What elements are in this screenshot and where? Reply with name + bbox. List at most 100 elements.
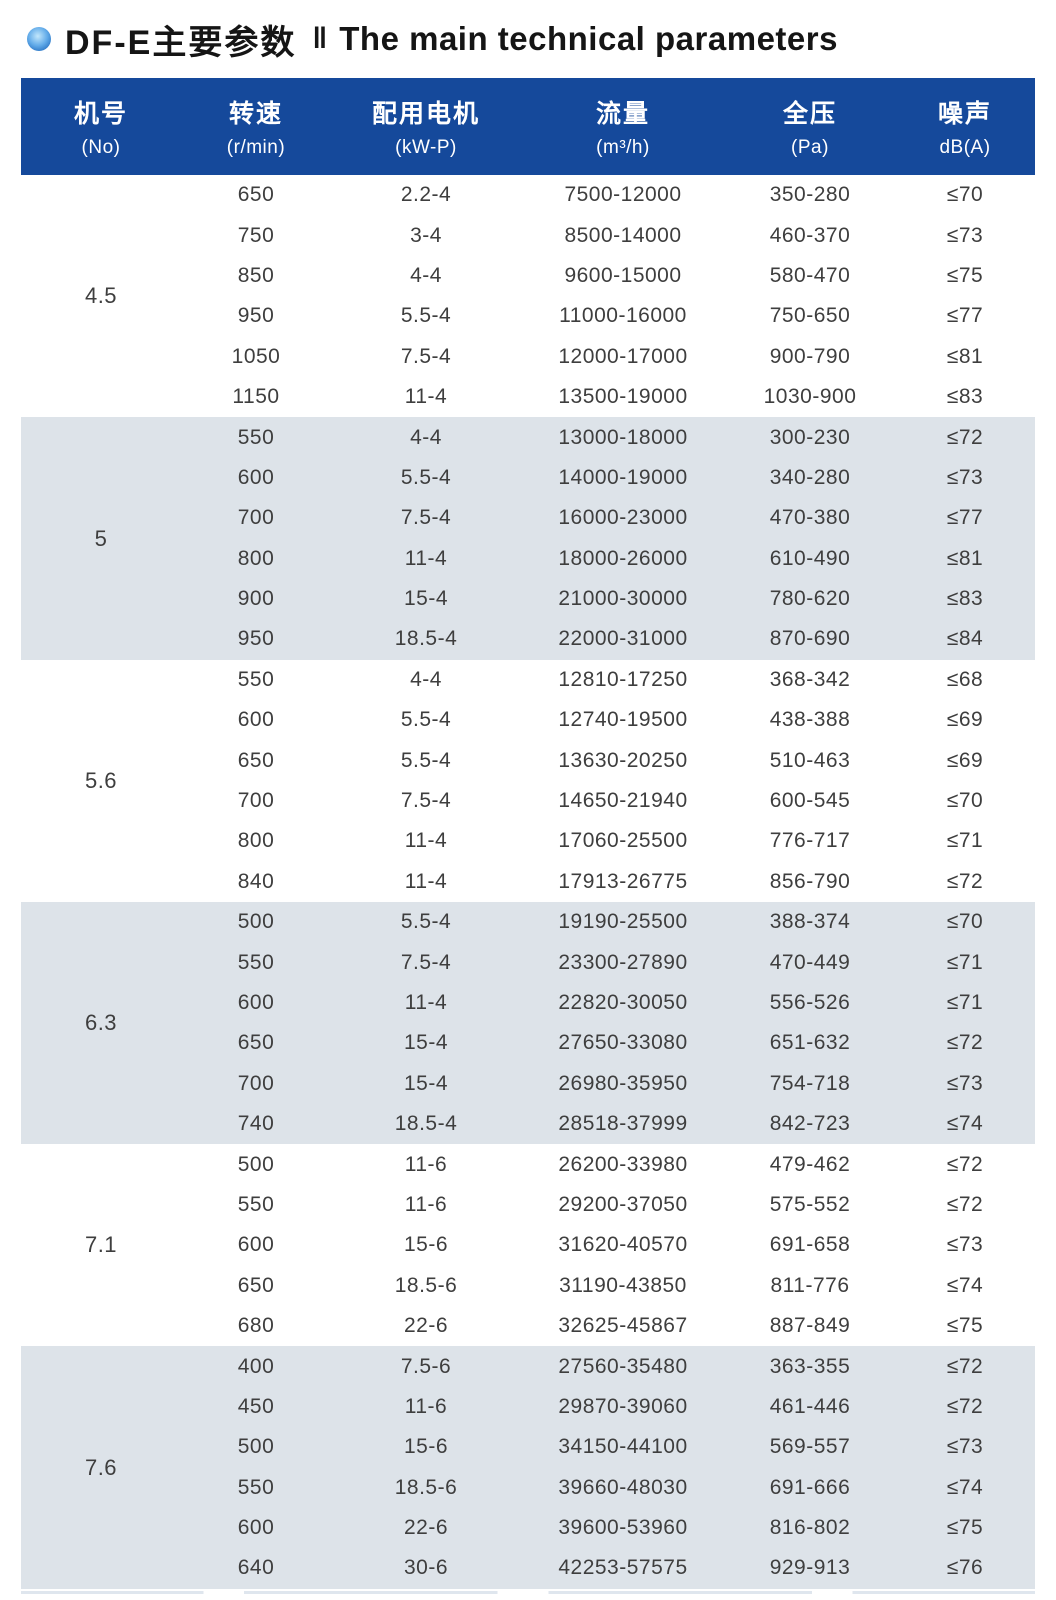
pressure-cell: 556-526 bbox=[725, 982, 895, 1024]
airflow-cell: 31620-40570 bbox=[521, 1225, 725, 1266]
noise-cell: ≤72 bbox=[895, 861, 1035, 903]
speed-cell: 750 bbox=[181, 215, 331, 256]
table-row: 600 11-4 22820-30050 556-526 ≤71 bbox=[21, 982, 1035, 1024]
speed-cell: 700 bbox=[181, 498, 331, 539]
speed-cell: 680 bbox=[181, 1305, 331, 1347]
pressure-cell: 460-370 bbox=[725, 215, 895, 256]
noise-cell: ≤70 bbox=[895, 902, 1035, 943]
noise-cell: ≤71 bbox=[895, 982, 1035, 1024]
header-noise: 噪声 dB(A) bbox=[895, 78, 1035, 175]
speed-cell: 600 bbox=[181, 700, 331, 741]
fan-size-cell: 7.6 bbox=[21, 1346, 181, 1589]
speed-cell: 500 bbox=[181, 1144, 331, 1185]
pressure-cell: 776-717 bbox=[725, 821, 895, 862]
speed-cell: 550 bbox=[181, 417, 331, 458]
parameters-table: 机号 (No) 转速 (r/min) 配用电机 (kW-P) 流量 (m³/h)… bbox=[21, 78, 1035, 1589]
table-row: 700 15-4 26980-35950 754-718 ≤73 bbox=[21, 1063, 1035, 1104]
noise-cell: ≤70 bbox=[895, 175, 1035, 216]
header-airflow: 流量 (m³/h) bbox=[521, 78, 725, 175]
pressure-cell: 887-849 bbox=[725, 1305, 895, 1347]
table-row: 600 22-6 39600-53960 816-802 ≤75 bbox=[21, 1507, 1035, 1549]
pressure-cell: 479-462 bbox=[725, 1144, 895, 1185]
speed-cell: 1050 bbox=[181, 336, 331, 377]
motor-cell: 18.5-6 bbox=[331, 1265, 521, 1306]
airflow-cell: 12000-17000 bbox=[521, 336, 725, 377]
motor-cell: 11-4 bbox=[331, 982, 521, 1024]
noise-cell: ≤72 bbox=[895, 1386, 1035, 1428]
speed-cell: 550 bbox=[181, 1184, 331, 1226]
table-row: 550 18.5-6 39660-48030 691-666 ≤74 bbox=[21, 1467, 1035, 1508]
table-row: 600 5.5-4 12740-19500 438-388 ≤69 bbox=[21, 700, 1035, 741]
airflow-cell: 42253-57575 bbox=[521, 1548, 725, 1589]
airflow-cell: 39660-48030 bbox=[521, 1467, 725, 1508]
header-noise-zh: 噪声 bbox=[937, 100, 992, 128]
airflow-cell: 16000-23000 bbox=[521, 498, 725, 539]
noise-cell: ≤73 bbox=[895, 1225, 1035, 1266]
fan-size-cell: 7.1 bbox=[21, 1144, 181, 1347]
airflow-cell: 31190-43850 bbox=[521, 1265, 725, 1306]
airflow-cell: 22000-31000 bbox=[521, 619, 725, 660]
table-row: 600 5.5-4 14000-19000 340-280 ≤73 bbox=[21, 457, 1035, 499]
fan-size-cell: 6.3 bbox=[21, 902, 181, 1145]
pressure-cell: 388-374 bbox=[725, 902, 895, 943]
table-body: 4.5 650 2.2-4 7500-12000 350-280 ≤70 750 3-4 850… bbox=[21, 175, 1035, 1589]
noise-cell: ≤77 bbox=[895, 498, 1035, 539]
pressure-cell: 816-802 bbox=[725, 1507, 895, 1549]
noise-cell: ≤75 bbox=[895, 1305, 1035, 1347]
noise-cell: ≤73 bbox=[895, 1063, 1035, 1104]
table-row: 800 11-4 18000-26000 610-490 ≤81 bbox=[21, 538, 1035, 579]
motor-cell: 22-6 bbox=[331, 1507, 521, 1549]
motor-cell: 4-4 bbox=[331, 659, 521, 701]
pressure-cell: 856-790 bbox=[725, 861, 895, 903]
table-row: 650 15-4 27650-33080 651-632 ≤72 bbox=[21, 1023, 1035, 1064]
speed-cell: 600 bbox=[181, 457, 331, 499]
speed-cell: 600 bbox=[181, 1507, 331, 1549]
airflow-cell: 21000-30000 bbox=[521, 578, 725, 620]
table-row: 640 30-6 42253-57575 929-913 ≤76 bbox=[21, 1548, 1035, 1589]
noise-cell: ≤81 bbox=[895, 336, 1035, 377]
table-row: 750 3-4 8500-14000 460-370 ≤73 bbox=[21, 215, 1035, 256]
speed-cell: 500 bbox=[181, 902, 331, 943]
table-row: 5 550 4-4 13000-18000 300-230 ≤72 bbox=[21, 417, 1035, 660]
table-row: 450 11-6 29870-39060 461-446 ≤72 bbox=[21, 1386, 1035, 1428]
table-row: 4.5 650 2.2-4 7500-12000 350-280 ≤70 bbox=[21, 175, 1035, 418]
motor-cell: 11-4 bbox=[331, 861, 521, 903]
airflow-cell: 14000-19000 bbox=[521, 457, 725, 499]
speed-cell: 900 bbox=[181, 578, 331, 620]
noise-cell: ≤74 bbox=[895, 1103, 1035, 1145]
motor-cell: 3-4 bbox=[331, 215, 521, 256]
airflow-cell: 18000-26000 bbox=[521, 538, 725, 579]
table-row: 550 11-6 29200-37050 575-552 ≤72 bbox=[21, 1184, 1035, 1226]
motor-cell: 15-4 bbox=[331, 578, 521, 620]
noise-cell: ≤74 bbox=[895, 1467, 1035, 1508]
pressure-cell: 610-490 bbox=[725, 538, 895, 579]
header-no-zh: 机号 bbox=[73, 100, 128, 128]
motor-cell: 7.5-4 bbox=[331, 942, 521, 983]
noise-cell: ≤71 bbox=[895, 821, 1035, 862]
pressure-cell: 691-658 bbox=[725, 1225, 895, 1266]
table-row: 900 15-4 21000-30000 780-620 ≤83 bbox=[21, 578, 1035, 620]
pressure-cell: 368-342 bbox=[725, 659, 895, 701]
table-row: 1150 11-4 13500-19000 1030-900 ≤83 bbox=[21, 376, 1035, 418]
table-row: 650 18.5-6 31190-43850 811-776 ≤74 bbox=[21, 1265, 1035, 1306]
page-title-zh: DF-E主要参数 bbox=[65, 23, 297, 62]
table-header: 机号 (No) 转速 (r/min) 配用电机 (kW-P) 流量 (m³/h)… bbox=[21, 78, 1035, 175]
noise-cell: ≤74 bbox=[895, 1265, 1035, 1306]
speed-cell: 700 bbox=[181, 1063, 331, 1104]
motor-cell: 11-6 bbox=[331, 1144, 521, 1185]
noise-cell: ≤71 bbox=[895, 942, 1035, 983]
pressure-cell: 870-690 bbox=[725, 619, 895, 660]
motor-cell: 11-4 bbox=[331, 538, 521, 579]
motor-cell: 15-6 bbox=[331, 1427, 521, 1468]
motor-cell: 5.5-4 bbox=[331, 902, 521, 943]
motor-cell: 5.5-4 bbox=[331, 296, 521, 337]
speed-cell: 950 bbox=[181, 296, 331, 337]
pressure-cell: 651-632 bbox=[725, 1023, 895, 1064]
pressure-cell: 470-380 bbox=[725, 498, 895, 539]
speed-cell: 950 bbox=[181, 619, 331, 660]
pressure-cell: 438-388 bbox=[725, 700, 895, 741]
noise-cell: ≤76 bbox=[895, 1548, 1035, 1589]
speed-cell: 550 bbox=[181, 942, 331, 983]
blue-sphere-bullet-icon bbox=[27, 27, 51, 51]
header-airflow-sub: (m³/h) bbox=[596, 137, 650, 158]
